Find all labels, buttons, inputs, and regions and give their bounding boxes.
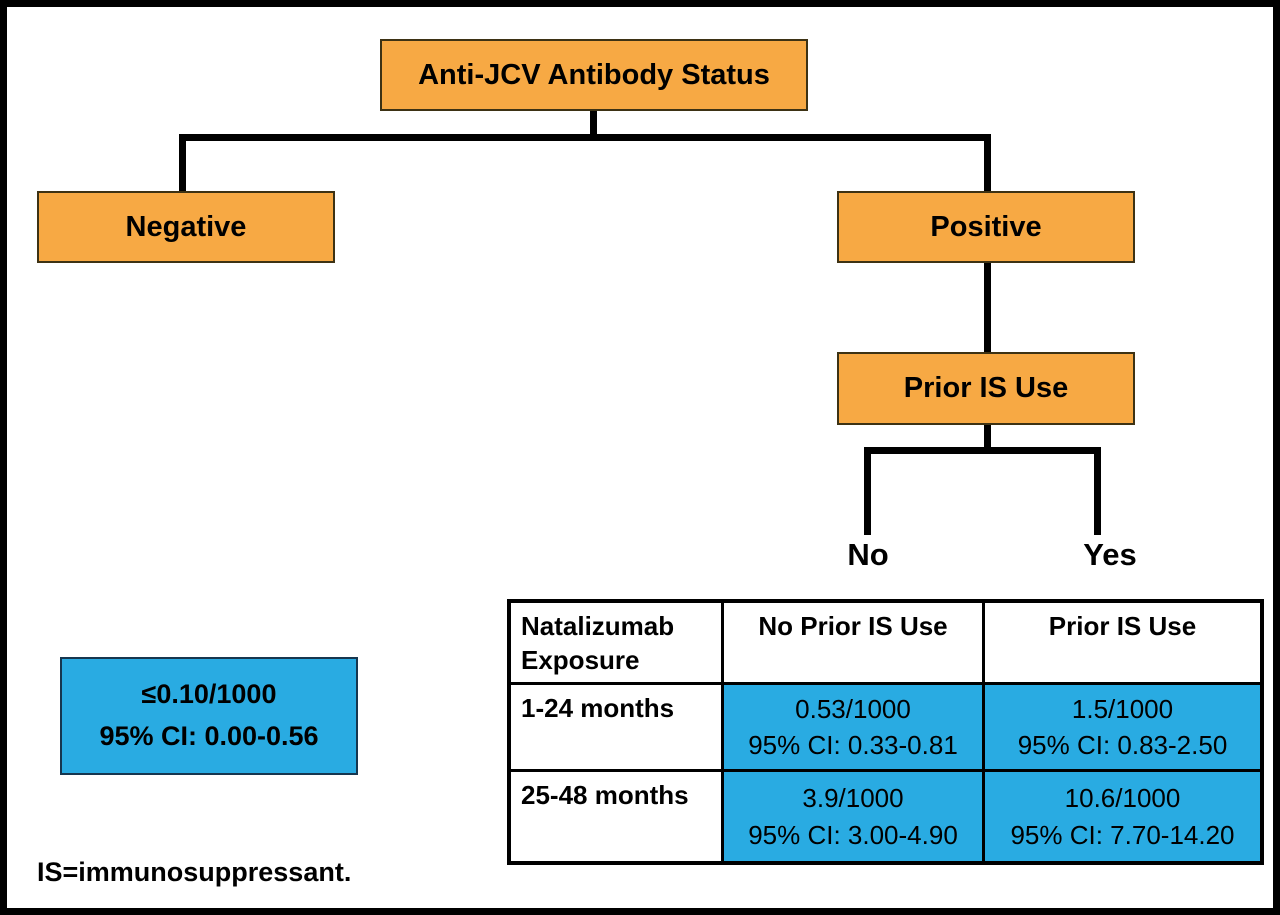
ci-value: 95% CI: 3.00-4.90 xyxy=(748,819,958,850)
negative-risk-rate: ≤0.10/1000 xyxy=(141,679,277,710)
table-rowlabel-25-48-months: 25-48 months xyxy=(511,772,721,861)
ci-value: 95% CI: 0.33-0.81 xyxy=(748,730,958,760)
branch-label-yes: Yes xyxy=(1083,537,1137,572)
connector-root-stub xyxy=(590,110,597,139)
table-header-no-prior-is-use: No Prior IS Use xyxy=(724,603,982,682)
node-prior-is-use: Prior IS Use xyxy=(837,352,1135,425)
rate-value: 0.53/1000 xyxy=(795,693,911,724)
node-positive: Positive xyxy=(837,191,1135,263)
footnote-is-abbreviation: IS=immunosuppressant. xyxy=(37,857,352,887)
node-anti-jcv-antibody-status: Anti-JCV Antibody Status xyxy=(380,39,808,111)
negative-risk-box: ≤0.10/1000 95% CI: 0.00-0.56 xyxy=(60,657,358,775)
table-cell-25-48-no-prior: 3.9/1000 95% CI: 3.00-4.90 xyxy=(724,772,982,861)
connector-branch-horizontal xyxy=(864,447,1101,454)
table-cell-1-24-no-prior: 0.53/1000 95% CI: 0.33-0.81 xyxy=(724,685,982,769)
connector-top-horizontal xyxy=(179,134,991,141)
connector-positive-to-prior xyxy=(984,262,991,352)
table-rowlabel-1-24-months: 1-24 months xyxy=(511,685,721,769)
risk-table: Natalizumab Exposure No Prior IS Use Pri… xyxy=(507,599,1264,865)
ci-value: 95% CI: 0.83-2.50 xyxy=(1017,730,1228,760)
table-cell-1-24-prior: 1.5/1000 95% CI: 0.83-2.50 xyxy=(985,685,1260,769)
rate-value: 1.5/1000 xyxy=(1071,693,1174,724)
rate-value: 10.6/1000 xyxy=(1064,783,1181,814)
rate-value: 3.9/1000 xyxy=(802,783,904,814)
table-cell-25-48-prior: 10.6/1000 95% CI: 7.70-14.20 xyxy=(985,772,1260,861)
connector-negative-vertical xyxy=(179,134,186,191)
connector-positive-vertical xyxy=(984,134,991,191)
connector-prior-stub xyxy=(984,424,991,454)
node-negative: Negative xyxy=(37,191,335,263)
negative-risk-ci: 95% CI: 0.00-0.56 xyxy=(99,721,319,751)
connector-no-vertical xyxy=(864,447,871,535)
table-header-prior-is-use: Prior IS Use xyxy=(985,603,1260,682)
table-header-natalizumab-exposure: Natalizumab Exposure xyxy=(511,603,721,682)
branch-label-no: No xyxy=(847,537,889,572)
connector-yes-vertical xyxy=(1094,447,1101,535)
ci-value: 95% CI: 7.70-14.20 xyxy=(1010,819,1235,850)
